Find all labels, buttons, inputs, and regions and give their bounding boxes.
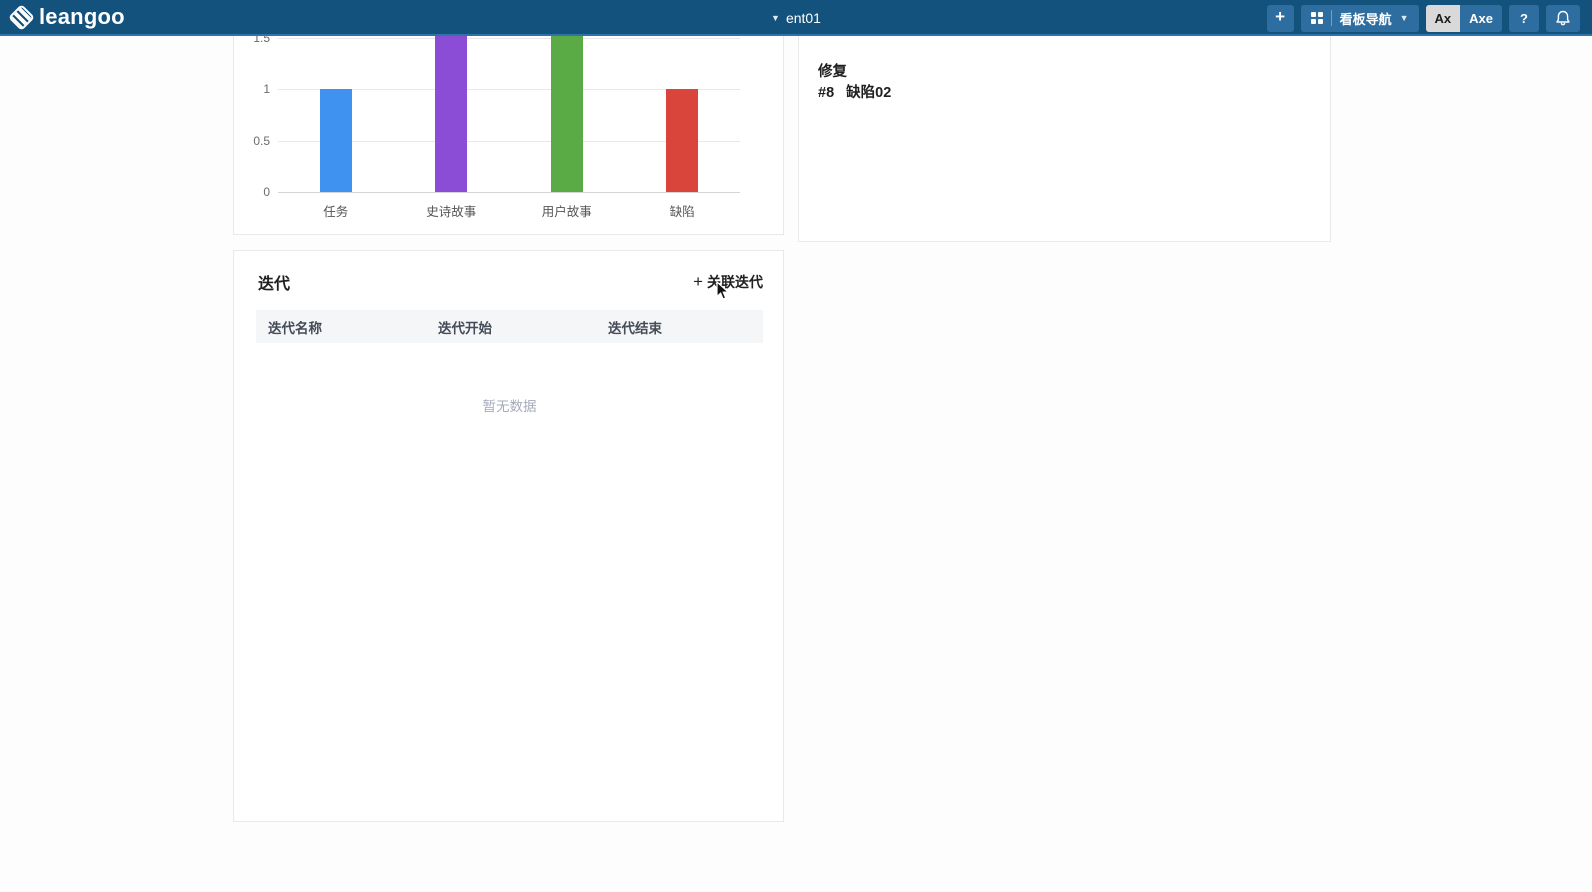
gridline — [278, 140, 740, 142]
chevron-down-icon: ▼ — [771, 13, 780, 23]
card-detail-title: #8 缺陷02 — [818, 83, 1330, 104]
bar-任务[interactable] — [319, 89, 352, 192]
help-button[interactable]: ? — [1509, 4, 1539, 32]
x-axis-tick-label: 任务 — [323, 205, 349, 219]
iteration-table: 迭代名称 迭代开始 迭代结束 — [256, 310, 763, 343]
x-axis-tick-label: 缺陷 — [669, 205, 695, 219]
bar-用户故事[interactable] — [550, 36, 583, 192]
board-nav-button[interactable]: 看板导航 ▼ — [1300, 4, 1419, 32]
column-header: 迭代名称 — [268, 320, 322, 336]
x-axis-tick-label: 史诗故事 — [426, 205, 477, 219]
x-axis-tick-label: 用户故事 — [541, 205, 592, 219]
iteration-panel: 迭代 + 关联迭代 迭代名称 迭代开始 迭代结束 暂无数据 — [233, 250, 784, 822]
add-button[interactable]: + — [1266, 4, 1294, 32]
gridline — [278, 89, 740, 90]
gridline — [278, 37, 740, 39]
chevron-down-icon: ▼ — [1399, 13, 1409, 23]
bar-缺陷[interactable] — [666, 89, 699, 192]
y-axis-tick-label: 0.5 — [253, 133, 270, 148]
y-axis-tick-label: 1.5 — [253, 36, 270, 45]
card-id: #8 — [818, 85, 835, 101]
link-iteration-button[interactable]: + 关联迭代 — [693, 272, 763, 292]
leangoo-logo-text: leangoo — [39, 4, 125, 29]
user-avatar-group: Ax Axe — [1425, 4, 1502, 32]
type-statistics-chart-panel: 0 0.5 1 1.5 任务 史诗故事 用户故事 缺陷 — [233, 36, 784, 235]
user-avatar-full[interactable]: Axe — [1460, 4, 1502, 32]
divider — [1330, 10, 1332, 26]
notifications-button[interactable] — [1546, 4, 1580, 32]
y-axis-tick-label: 0 — [263, 185, 270, 199]
card-detail-panel: 修复 #8 缺陷02 — [798, 36, 1331, 242]
board-nav-label: 看板导航 — [1339, 11, 1392, 27]
column-header: 迭代结束 — [608, 320, 662, 336]
gridline — [278, 192, 740, 193]
card-name: 缺陷02 — [846, 85, 892, 101]
top-navbar: leangoo ▼ ent01 + 看板导航 ▼ Ax Axe ? — [0, 0, 1592, 36]
leangoo-logo[interactable]: leangoo — [0, 3, 125, 31]
board-selector-dropdown[interactable]: ▼ ent01 — [771, 0, 821, 36]
grid-icon — [1310, 12, 1323, 24]
board-selector-label: ent01 — [785, 10, 821, 26]
plus-icon: + — [693, 272, 703, 291]
leangoo-logo-icon — [8, 3, 35, 31]
header-actions: + 看板导航 ▼ Ax Axe ? — [1266, 0, 1580, 36]
user-avatar-short[interactable]: Ax — [1425, 4, 1461, 32]
iteration-table-header-row: 迭代名称 迭代开始 迭代结束 — [256, 310, 763, 343]
link-iteration-label: 关联迭代 — [707, 274, 763, 290]
bar-史诗故事[interactable] — [435, 36, 468, 192]
iteration-panel-title: 迭代 — [258, 276, 291, 293]
column-header: 迭代开始 — [438, 320, 492, 336]
empty-data-message: 暂无数据 — [482, 399, 537, 414]
bar-chart-plot: 0 0.5 1 1.5 任务 史诗故事 用户故事 缺陷 — [234, 36, 783, 234]
y-axis-tick-label: 1 — [263, 82, 270, 96]
bell-icon — [1556, 10, 1570, 25]
card-detail-status: 修复 — [818, 64, 847, 80]
